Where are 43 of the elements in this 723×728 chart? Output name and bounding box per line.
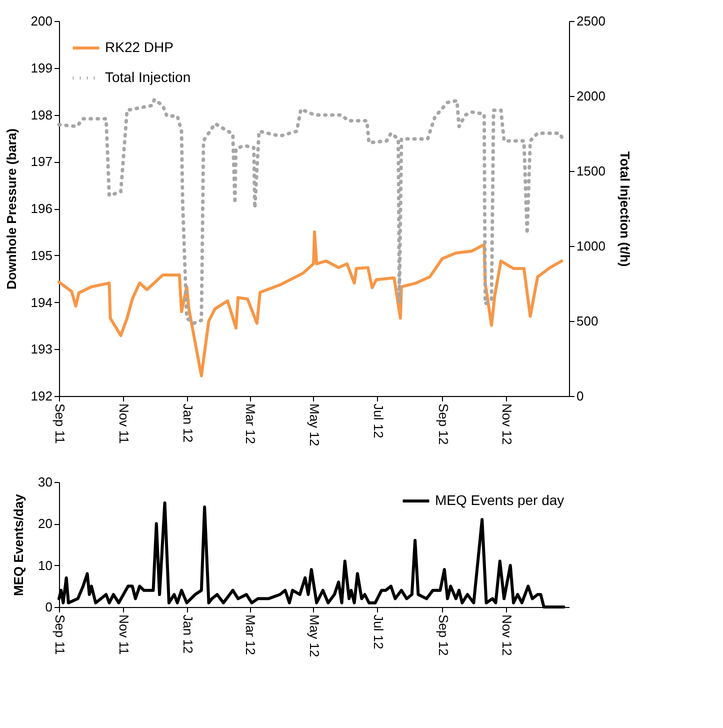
y2-tick-label: 2500 — [576, 14, 606, 28]
y-tick-label: 194 — [30, 294, 52, 310]
x-tick-label: Sep 12 — [436, 404, 451, 445]
x-tick-label: Jan 12 — [180, 614, 196, 654]
x-tick-label: Nov 11 — [116, 614, 132, 655]
line-series — [58, 230, 564, 378]
y2-tick-label: 2000 — [576, 88, 606, 104]
x-tick-label: Jan 12 — [180, 404, 196, 443]
y-tick-label: 197 — [30, 154, 52, 170]
y2-axis-title: Total Injection (t/h) — [617, 151, 632, 267]
y-axis-title: Downhole Pressure (bara) — [4, 128, 19, 290]
x-tick-label: Mar 12 — [243, 404, 258, 444]
y-tick-label: 199 — [30, 60, 52, 76]
x-tick-label: Sep 11 — [52, 404, 68, 444]
y-tick-label: 10 — [38, 558, 52, 573]
y-tick-label: 195 — [30, 248, 52, 263]
y-tick-label: 192 — [30, 388, 52, 404]
x-tick-label: Jul 12 — [370, 614, 386, 650]
line-series — [57, 98, 564, 325]
y-tick-label: 30 — [38, 474, 52, 490]
y-axis-title: MEQ Events/day — [11, 493, 26, 596]
y-tick-label: 0 — [45, 600, 52, 614]
x-tick-label: Mar 12 — [243, 614, 258, 655]
y-tick-label: 198 — [30, 107, 52, 122]
x-tick-label: May 12 — [306, 614, 322, 658]
x-tick-label: Nov 12 — [500, 614, 515, 656]
x-tick-label: Sep 12 — [436, 614, 451, 656]
y2-tick-label: 1000 — [576, 238, 606, 254]
x-tick-label: Nov 12 — [500, 404, 515, 445]
legend-label: Total Injection — [105, 69, 191, 85]
x-tick-label: May 12 — [306, 404, 322, 446]
y-tick-label: 196 — [30, 201, 52, 216]
legend-label: RK22 DHP — [105, 39, 174, 55]
y2-tick-label: 1500 — [576, 164, 606, 178]
y-tick-label: 20 — [38, 516, 52, 532]
y2-tick-label: 500 — [576, 314, 598, 328]
legend-label: MEQ Events per day — [435, 492, 564, 508]
y-tick-label: 200 — [30, 14, 52, 28]
x-tick-label: Nov 11 — [116, 404, 132, 444]
y-tick-label: 193 — [30, 342, 52, 357]
x-tick-label: Sep 11 — [52, 614, 68, 655]
x-tick-label: Jul 12 — [370, 404, 386, 438]
y2-tick-label: 0 — [576, 388, 584, 404]
